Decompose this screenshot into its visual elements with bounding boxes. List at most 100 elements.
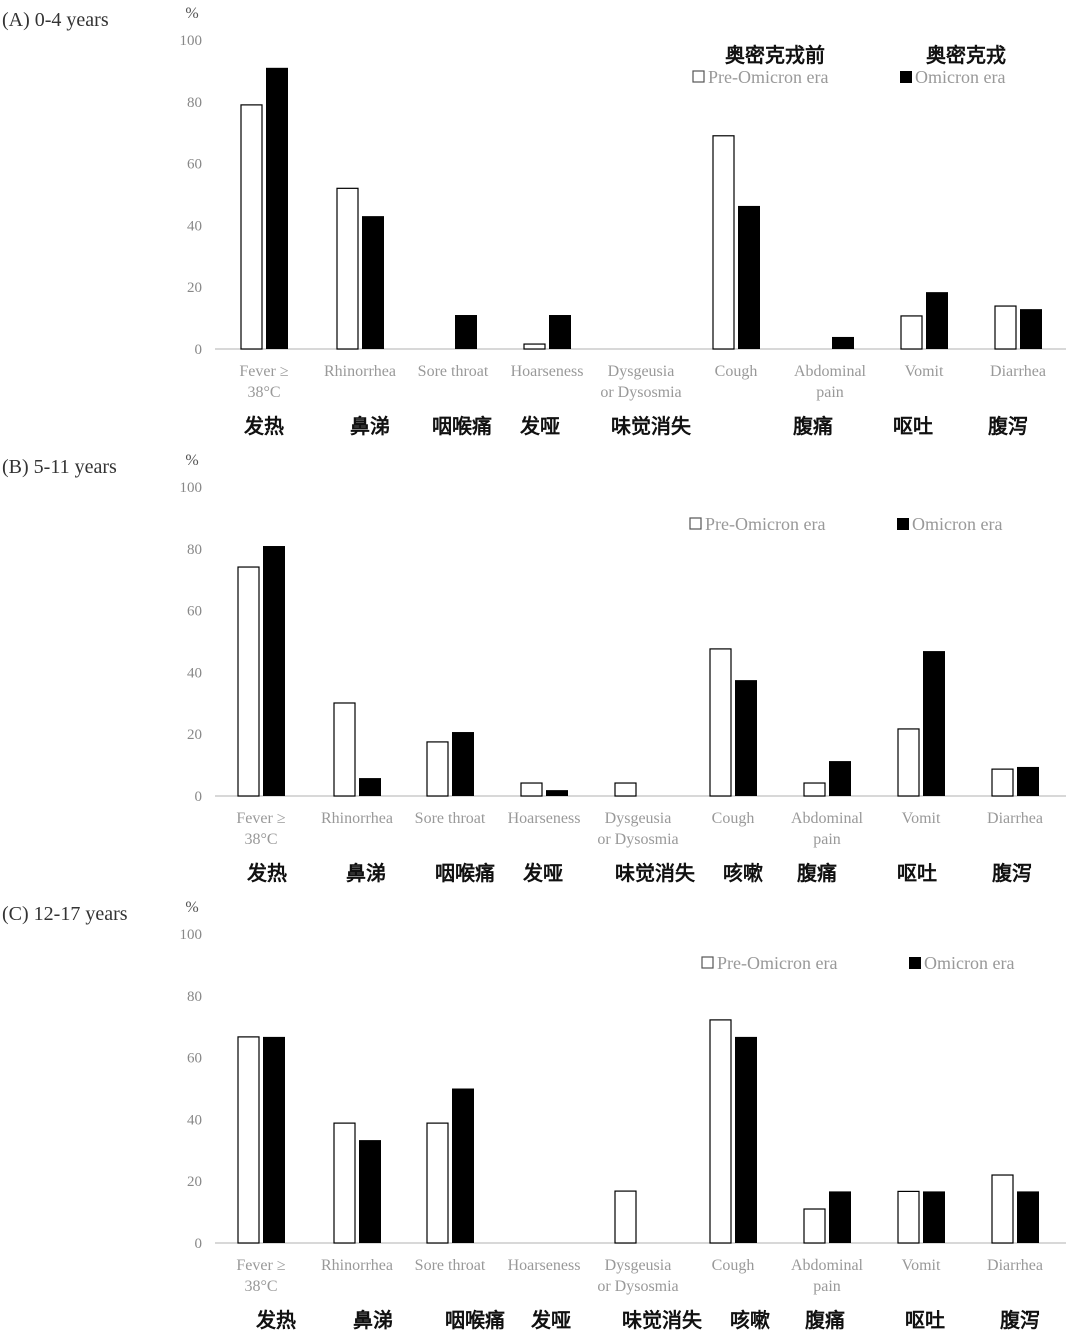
x-tick-label-cn: 呕吐 [897,861,937,885]
bar-omicron [452,1088,474,1243]
x-tick-label: Fever ≥ [236,810,285,827]
y-tick-label: 100 [180,33,203,49]
bar-omicron [926,292,948,349]
x-tick-label: or Dysosmia [600,384,681,401]
bar-omicron [263,1036,285,1243]
bar-omicron [549,315,571,349]
bar-omicron [738,205,760,349]
x-tick-label: Sore throat [418,363,489,380]
bar-omicron [923,1191,945,1243]
x-tick-label: 38°C [247,384,280,401]
legend-label-pre-omicron: Pre-Omicron era [705,514,825,534]
x-tick-label: Diarrhea [987,810,1043,827]
y-tick-label: 0 [195,1236,203,1252]
bar-pre-omicron [803,1208,826,1244]
x-tick-label-cn: 呕吐 [893,414,933,438]
y-tick-label: 60 [187,1051,202,1067]
x-tick-label: Vomit [905,363,944,380]
bar-omicron [1017,766,1039,796]
x-tick-label-cn: 咳嗽 [723,861,763,885]
x-tick-label-cn: 鼻涕 [346,861,386,885]
legend-cn-omicron: 奥密克戎 [926,43,1006,67]
x-tick-label: Diarrhea [987,1257,1043,1274]
y-tick-label: 60 [187,157,202,173]
x-tick-label-cn: 发热 [255,1308,296,1332]
y-tick-label: 80 [187,542,202,558]
bar-omicron [359,1140,381,1243]
x-tick-label-cn: 腹痛 [797,861,837,885]
bar-omicron [1017,1191,1039,1243]
x-tick-label: Cough [715,363,758,380]
y-tick-label: 80 [187,989,202,1005]
x-tick-label: Fever ≥ [236,1257,285,1274]
x-tick-label: Fever ≥ [239,363,288,380]
x-tick-label-cn: 味觉消失 [615,861,696,885]
x-tick-label: Sore throat [415,810,486,827]
x-tick-label: Dysgeusia [605,1257,672,1274]
bar-pre-omicron [240,104,263,350]
x-tick-label-cn: 味觉消失 [622,1308,703,1332]
x-tick-label-cn: 味觉消失 [611,414,692,438]
legend-swatch-pre-omicron [692,70,705,83]
bar-omicron [359,778,381,796]
x-tick-label-cn: 鼻涕 [350,414,390,438]
panel-title: (C) 12-17 years [2,903,128,925]
x-tick-label: Dysgeusia [608,363,675,380]
y-tick-label: 100 [180,480,203,496]
bar-pre-omicron [237,1036,260,1244]
legend-label-omicron: Omicron era [924,953,1014,973]
bar-pre-omicron [614,1190,637,1244]
bar-pre-omicron [994,305,1017,350]
x-tick-label: 38°C [244,831,277,848]
bar-omicron [362,216,384,349]
x-tick-label-cn: 咽喉痛 [445,1308,505,1332]
x-tick-label: pain [813,831,841,848]
x-tick-label-cn: 发热 [246,861,287,885]
x-tick-label: Rhinorrhea [321,1257,393,1274]
y-tick-label: 40 [187,1112,202,1128]
bar-omicron [923,651,945,796]
bar-omicron [546,790,568,796]
bar-omicron [263,546,285,796]
legend-label-omicron: Omicron era [915,67,1005,87]
x-tick-label: Rhinorrhea [324,363,396,380]
bar-omicron [829,761,851,796]
x-tick-label: Diarrhea [990,363,1046,380]
x-tick-label: Hoarseness [511,363,584,380]
y-tick-label: 80 [187,95,202,111]
bar-omicron [735,1036,757,1243]
x-tick-label-cn: 呕吐 [905,1308,945,1332]
legend-swatch-omicron [897,518,909,530]
bar-pre-omicron [991,768,1014,797]
y-tick-label: 100 [180,927,203,943]
x-tick-label: or Dysosmia [597,1278,678,1295]
x-tick-label-cn: 发哑 [530,1308,571,1332]
bar-pre-omicron [333,702,356,797]
bar-omicron [455,315,477,349]
bar-pre-omicron [520,782,543,797]
bar-pre-omicron [336,187,359,350]
bar-pre-omicron [709,648,732,797]
x-tick-label: Vomit [902,1257,941,1274]
y-tick-label: 20 [187,280,202,296]
legend-label-omicron: Omicron era [912,514,1002,534]
bar-pre-omicron [426,1122,449,1244]
x-tick-label: Abdominal [791,810,864,827]
bar-omicron [452,732,474,796]
y-tick-label: 20 [187,727,202,743]
x-tick-label-cn: 发哑 [519,414,560,438]
x-tick-label: Hoarseness [508,1257,581,1274]
bar-omicron [735,680,757,796]
legend-label-pre-omicron: Pre-Omicron era [717,953,837,973]
x-tick-label: Cough [712,810,755,827]
bar-pre-omicron [426,741,449,797]
legend-cn-pre: 奥密克戎前 [725,43,825,67]
bar-pre-omicron [709,1019,732,1244]
x-tick-label-cn: 腹痛 [805,1308,845,1332]
bar-pre-omicron [897,1190,920,1244]
x-tick-label: Cough [712,1257,755,1274]
x-tick-label-cn: 咽喉痛 [435,861,495,885]
y-axis-label: % [185,899,198,916]
bar-pre-omicron [991,1174,1014,1244]
legend-swatch-omicron [900,71,912,83]
